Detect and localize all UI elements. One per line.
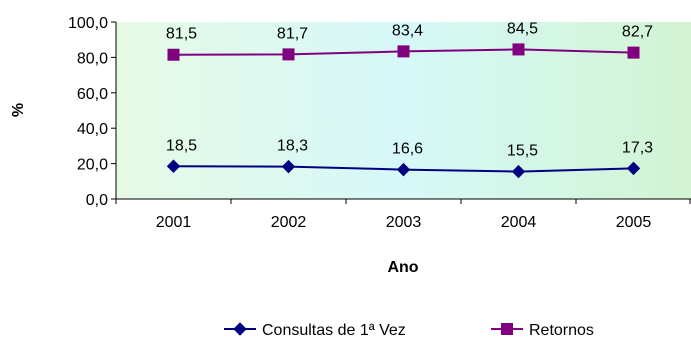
series-2: 81,5 81,7 83,4 84,5 82,7 — [166, 20, 653, 61]
y-tick-label: 0,0 — [86, 192, 108, 209]
x-tick-label: 2002 — [271, 214, 307, 231]
data-label: 15,5 — [507, 143, 538, 160]
data-point — [281, 159, 296, 174]
y-tick-label: 60,0 — [77, 86, 108, 103]
y-axis: 0,0 20,0 40,0 60,0 80,0 100,0 — [68, 15, 117, 209]
data-label: 17,3 — [622, 139, 653, 156]
data-point — [626, 161, 641, 176]
x-axis: 2001 2002 2003 2004 2005 — [115, 198, 691, 231]
legend-label: Retornos — [529, 322, 594, 339]
data-label: 16,6 — [392, 141, 423, 158]
x-axis-title: Ano — [387, 259, 418, 276]
data-point — [166, 159, 181, 173]
legend-marker — [501, 323, 513, 335]
data-label: 84,5 — [507, 20, 538, 37]
x-tick-label: 2003 — [386, 214, 422, 231]
data-point — [397, 45, 410, 58]
series-1: 18,5 18,3 16,6 15,5 17,3 — [166, 137, 653, 179]
y-tick-label: 80,0 — [77, 50, 108, 67]
data-point — [511, 164, 526, 179]
x-tick-label: 2001 — [156, 214, 192, 231]
legend-item-2: Retornos — [491, 322, 594, 339]
legend-marker — [233, 322, 247, 336]
x-tick-label: 2004 — [501, 214, 537, 231]
legend-label: Consultas de 1ª Vez — [262, 322, 406, 339]
data-label: 18,5 — [166, 137, 197, 154]
data-label: 83,4 — [392, 22, 423, 39]
data-point — [627, 46, 640, 59]
y-tick-label: 20,0 — [77, 157, 108, 174]
x-tick-label: 2005 — [616, 214, 652, 231]
series-layer: 18,5 18,3 16,6 15,5 17,3 81,5 81,7 83,4 84,5 82,7 — [166, 20, 653, 179]
legend-item-1: Consultas de 1ª Vez — [224, 322, 406, 339]
data-point — [167, 48, 180, 61]
data-point — [512, 43, 525, 56]
y-axis-title: % — [10, 103, 27, 117]
data-label: 18,3 — [277, 138, 308, 155]
y-tick-label: 100,0 — [68, 15, 108, 32]
data-point — [282, 48, 295, 61]
data-label: 82,7 — [622, 24, 653, 41]
legend: Consultas de 1ª Vez Retornos — [224, 322, 594, 339]
data-label: 81,5 — [166, 26, 197, 43]
data-label: 81,7 — [277, 25, 308, 42]
y-tick-label: 40,0 — [77, 121, 108, 138]
data-point — [396, 162, 411, 177]
